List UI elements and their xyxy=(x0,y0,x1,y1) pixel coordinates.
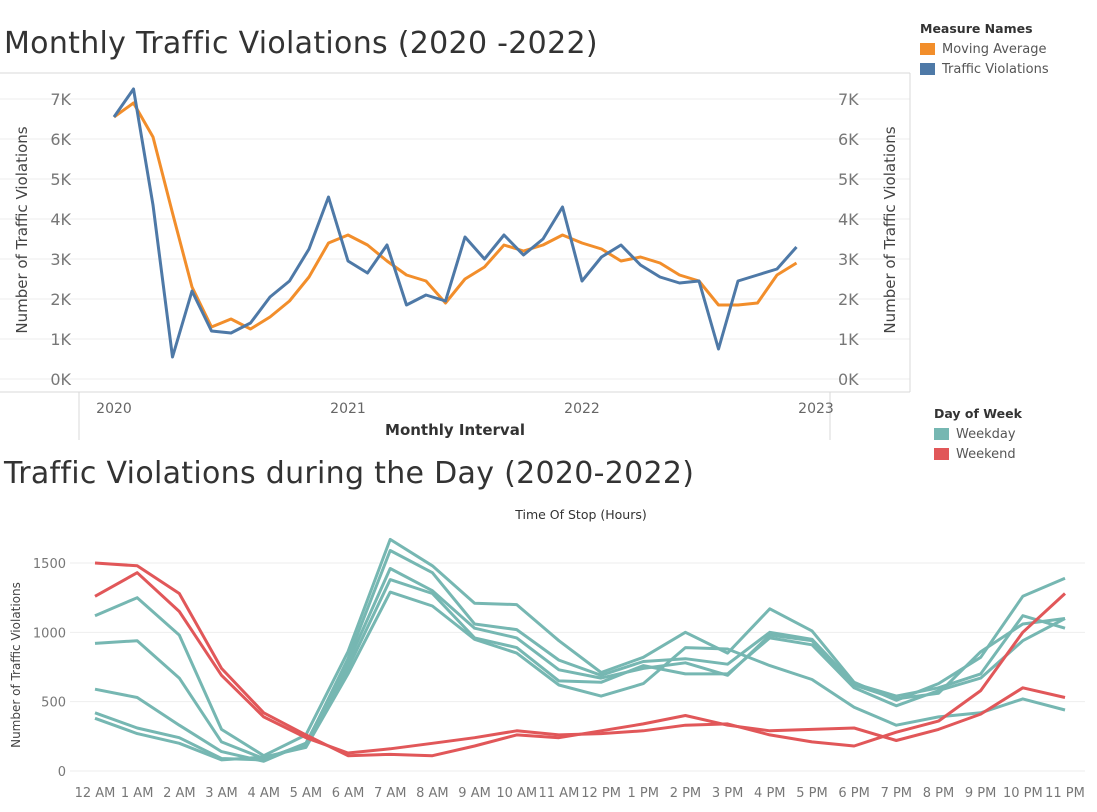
series-line-traffic-violations[interactable] xyxy=(112,87,798,359)
gridlines xyxy=(70,562,1085,772)
legend-swatch xyxy=(920,63,935,75)
y-tick-label: 5K xyxy=(838,170,859,189)
y-ticks-left: 0K 1K 2K 3K 4K 5K 6K 7K xyxy=(50,90,71,389)
series-line-weekday-1[interactable] xyxy=(94,549,1066,760)
legend-label: Weekday xyxy=(956,426,1016,442)
y-axis-label: Number of Traffic Violations xyxy=(9,582,23,748)
legend-item-weekend[interactable]: Weekend xyxy=(934,444,1022,464)
series-line-weekend-6[interactable] xyxy=(94,571,1067,755)
y-ticks-right: 0K 1K 2K 3K 4K 5K 6K 7K xyxy=(838,90,859,389)
legend-item-traffic-violations[interactable]: Traffic Violations xyxy=(920,59,1049,79)
x-tick-label: 12 AM xyxy=(75,786,116,801)
series-lines xyxy=(94,537,1067,763)
x-tick-label: 6 PM xyxy=(838,786,869,801)
x-tick-label: 7 PM xyxy=(881,786,912,801)
y-tick-label: 3K xyxy=(838,250,859,269)
legend-day-of-week: Day of Week Weekday Weekend xyxy=(934,406,1022,464)
y-tick-label: 3K xyxy=(50,250,71,269)
y-tick-label: 500 xyxy=(41,696,66,711)
x-tick-label: 11 AM xyxy=(539,786,580,801)
x-tick-label: 7 AM xyxy=(374,786,407,801)
legend-swatch xyxy=(934,428,949,440)
x-tick-label: 4 AM xyxy=(247,786,280,801)
legend-title: Measure Names xyxy=(920,21,1033,36)
y-tick-label: 1K xyxy=(838,330,859,349)
series-line-weekday-0[interactable] xyxy=(94,537,1066,758)
y-tick-label: 6K xyxy=(50,130,71,149)
y-tick-label: 1K xyxy=(50,330,71,349)
legend-label: Traffic Violations xyxy=(942,61,1049,77)
x-tick-label: 5 AM xyxy=(290,786,323,801)
legend-title: Day of Week xyxy=(934,406,1022,421)
x-axis-label: Monthly Interval xyxy=(385,421,525,439)
x-tick-label: 10 AM xyxy=(496,786,537,801)
x-ticks: 12 AM 1 AM 2 AM 3 AM 4 AM 5 AM 6 AM 7 AM 8 AM 9 A… xyxy=(75,786,1085,801)
y-tick-label: 1500 xyxy=(33,557,66,572)
x-tick-label: 2 AM xyxy=(163,786,196,801)
y-tick-label: 5K xyxy=(50,170,71,189)
y-tick-label: 7K xyxy=(50,90,71,109)
y-tick-label: 6K xyxy=(838,130,859,149)
legend-label: Moving Average xyxy=(942,41,1047,57)
gridlines xyxy=(0,98,910,380)
x-tick-label: 4 PM xyxy=(754,786,785,801)
x-tick-label: 9 AM xyxy=(458,786,491,801)
series-line-weekday-4[interactable] xyxy=(94,590,1066,762)
legend-measure-names: Measure Names Moving Average Traffic Vio… xyxy=(920,21,1049,79)
x-axis-top-label: Time Of Stop (Hours) xyxy=(514,507,647,522)
y-tick-label: 0K xyxy=(50,370,71,389)
x-tick-label: 9 PM xyxy=(965,786,996,801)
y-tick-label: 4K xyxy=(838,210,859,229)
x-tick-label: 8 AM xyxy=(416,786,449,801)
x-tick-label: 3 AM xyxy=(205,786,238,801)
x-tick-label: 6 AM xyxy=(332,786,365,801)
y-tick-label: 4K xyxy=(50,210,71,229)
legend-item-moving-average[interactable]: Moving Average xyxy=(920,39,1049,59)
x-tick-label: 3 PM xyxy=(712,786,743,801)
y-axis-label-left: Number of Traffic Violations xyxy=(13,126,31,333)
y-tick-label: 2K xyxy=(838,290,859,309)
y-ticks: 0 500 1000 1500 xyxy=(33,557,66,780)
x-tick-label: 5 PM xyxy=(796,786,827,801)
chart-title-daily: Traffic Violations during the Day (2020-… xyxy=(4,456,695,491)
x-tick-label: 2021 xyxy=(330,401,366,417)
x-tick-label: 11 PM xyxy=(1045,786,1085,801)
chart-title-monthly: Monthly Traffic Violations (2020 -2022) xyxy=(4,26,598,61)
x-ticks: 2020 2021 2022 2023 xyxy=(96,401,834,417)
series-line-moving-average[interactable] xyxy=(113,101,798,331)
x-tick-label: 12 PM xyxy=(581,786,621,801)
y-tick-label: 7K xyxy=(838,90,859,109)
y-tick-label: 0K xyxy=(838,370,859,389)
series-line-weekday-2[interactable] xyxy=(94,567,1066,763)
series-lines xyxy=(112,87,798,359)
y-tick-label: 1000 xyxy=(33,626,66,641)
x-tick-label: 1 PM xyxy=(628,786,659,801)
x-tick-label: 8 PM xyxy=(923,786,954,801)
x-tick-label: 2022 xyxy=(564,401,600,417)
y-tick-label: 2K xyxy=(50,290,71,309)
legend-swatch xyxy=(934,448,949,460)
x-tick-label: 2020 xyxy=(96,401,132,417)
x-tick-label: 10 PM xyxy=(1003,786,1043,801)
legend-item-weekday[interactable]: Weekday xyxy=(934,424,1022,444)
y-axis-label-right: Number of Traffic Violations xyxy=(881,126,899,333)
series-line-weekday-3[interactable] xyxy=(94,578,1066,762)
legend-label: Weekend xyxy=(956,446,1016,462)
x-tick-label: 2023 xyxy=(798,401,834,417)
x-tick-label: 1 AM xyxy=(121,786,154,801)
y-tick-label: 0 xyxy=(58,765,66,780)
x-tick-label: 2 PM xyxy=(670,786,701,801)
legend-swatch xyxy=(920,43,935,55)
